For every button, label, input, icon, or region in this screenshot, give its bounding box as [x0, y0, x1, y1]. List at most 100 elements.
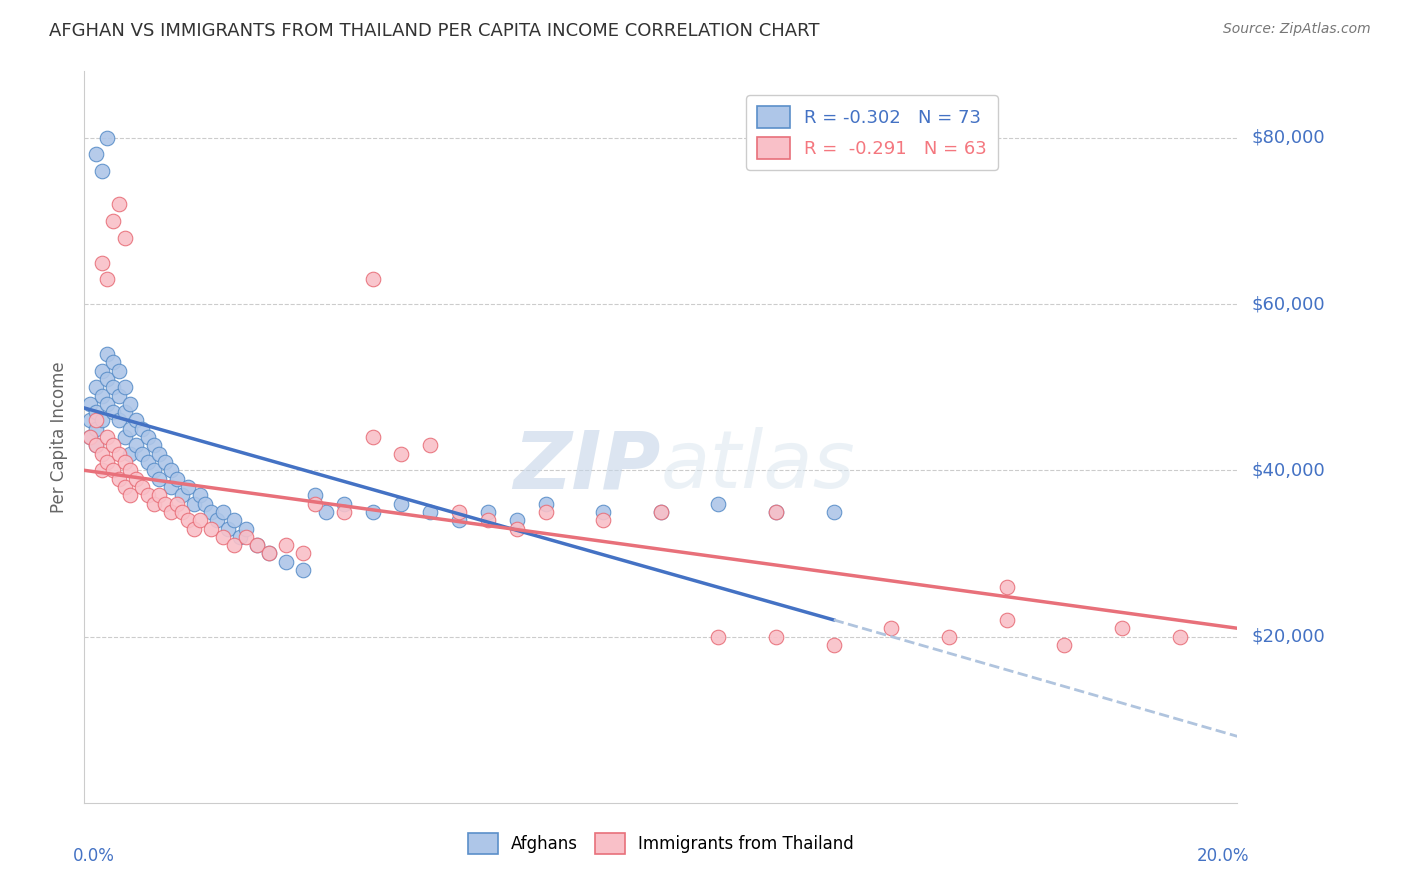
Point — [84, 147, 107, 161]
Point — [90, 363, 112, 377]
Point — [592, 505, 614, 519]
Point — [534, 497, 557, 511]
Point — [125, 472, 148, 486]
Point — [96, 430, 118, 444]
Point — [449, 513, 471, 527]
Point — [292, 546, 315, 560]
Point — [1168, 630, 1191, 644]
Point — [449, 505, 471, 519]
Point — [246, 538, 269, 552]
Point — [707, 497, 730, 511]
Point — [257, 546, 280, 560]
Point — [148, 447, 170, 461]
Point — [224, 513, 246, 527]
Point — [765, 505, 787, 519]
Point — [84, 438, 107, 452]
Point — [79, 430, 101, 444]
Point — [172, 505, 194, 519]
Point — [108, 413, 131, 427]
Point — [880, 621, 903, 635]
Point — [136, 455, 159, 469]
Point — [823, 505, 845, 519]
Point — [90, 388, 112, 402]
Point — [90, 164, 112, 178]
Point — [84, 422, 107, 436]
Point — [84, 413, 107, 427]
Text: $40,000: $40,000 — [1251, 461, 1324, 479]
Point — [650, 505, 672, 519]
Point — [1111, 621, 1133, 635]
Point — [96, 397, 118, 411]
Point — [304, 488, 326, 502]
Point — [200, 521, 222, 535]
Point — [90, 413, 112, 427]
Point — [938, 630, 960, 644]
Point — [534, 505, 557, 519]
Point — [205, 513, 228, 527]
Text: $20,000: $20,000 — [1251, 628, 1324, 646]
Point — [211, 530, 233, 544]
Point — [419, 438, 441, 452]
Point — [148, 488, 170, 502]
Point — [361, 430, 384, 444]
Point — [153, 455, 176, 469]
Point — [96, 347, 118, 361]
Point — [103, 438, 124, 452]
Point — [120, 397, 142, 411]
Point — [125, 438, 148, 452]
Point — [188, 513, 211, 527]
Point — [391, 497, 413, 511]
Point — [177, 480, 200, 494]
Point — [103, 405, 124, 419]
Point — [292, 563, 315, 577]
Point — [477, 505, 499, 519]
Point — [84, 380, 107, 394]
Text: $60,000: $60,000 — [1251, 295, 1324, 313]
Point — [333, 497, 356, 511]
Point — [79, 430, 101, 444]
Point — [765, 505, 787, 519]
Point — [90, 447, 112, 461]
Point — [183, 497, 205, 511]
Point — [114, 430, 136, 444]
Point — [142, 497, 165, 511]
Point — [1053, 638, 1076, 652]
Point — [148, 472, 170, 486]
Point — [419, 505, 441, 519]
Point — [823, 638, 845, 652]
Point — [172, 488, 194, 502]
Point — [246, 538, 269, 552]
Point — [211, 505, 233, 519]
Point — [96, 131, 118, 145]
Point — [506, 521, 529, 535]
Point — [120, 463, 142, 477]
Point — [188, 488, 211, 502]
Text: atlas: atlas — [661, 427, 856, 506]
Point — [160, 480, 183, 494]
Point — [90, 255, 112, 269]
Point — [592, 513, 614, 527]
Legend: Afghans, Immigrants from Thailand: Afghans, Immigrants from Thailand — [461, 827, 860, 860]
Point — [108, 197, 131, 211]
Point — [177, 513, 200, 527]
Point — [96, 272, 118, 286]
Point — [90, 463, 112, 477]
Point — [120, 422, 142, 436]
Point — [183, 521, 205, 535]
Point — [103, 214, 124, 228]
Point — [136, 488, 159, 502]
Point — [333, 505, 356, 519]
Point — [84, 405, 107, 419]
Point — [707, 630, 730, 644]
Point — [108, 447, 131, 461]
Point — [79, 413, 101, 427]
Y-axis label: Per Capita Income: Per Capita Income — [51, 361, 69, 513]
Point — [650, 505, 672, 519]
Point — [506, 513, 529, 527]
Point — [114, 230, 136, 244]
Point — [131, 422, 153, 436]
Point — [315, 505, 337, 519]
Point — [108, 388, 131, 402]
Point — [114, 455, 136, 469]
Point — [160, 505, 183, 519]
